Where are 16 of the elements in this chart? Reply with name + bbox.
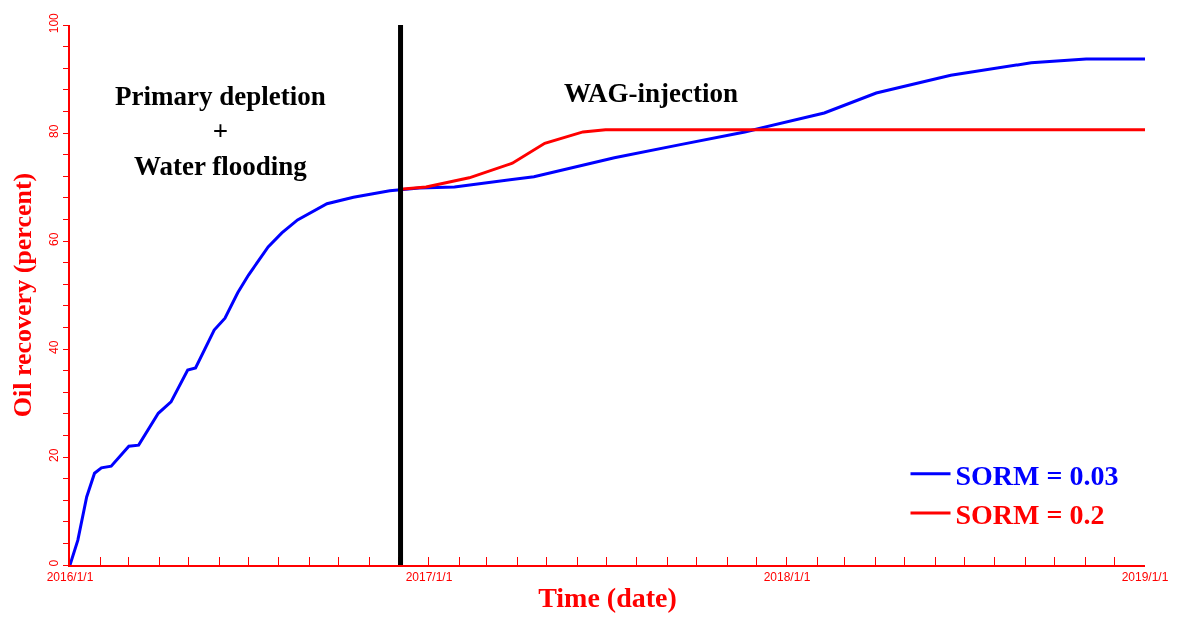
y-tick-label: 80 — [47, 124, 62, 138]
y-tick-label: 60 — [47, 232, 62, 246]
x-axis-title: Time (date) — [538, 582, 677, 613]
y-axis-title: Oil recovery (percent) — [8, 172, 38, 418]
annotation: Primary depletion + Water flooding — [115, 81, 326, 182]
y-tick-label: 0 — [47, 559, 62, 567]
x-tick-label: 2017/1/1 — [405, 570, 453, 585]
legend-label: SORM = 0.03 — [955, 459, 1119, 491]
x-tick-label: 2016/1/1 — [46, 570, 94, 585]
y-tick-label: 40 — [47, 340, 62, 354]
annotation: WAG-injection — [564, 78, 738, 108]
x-tick-label: 2019/1/1 — [1121, 570, 1169, 585]
y-tick-label: 100 — [47, 12, 62, 34]
legend-label: SORM = 0.2 — [955, 499, 1105, 531]
x-tick-label: 2018/1/1 — [763, 570, 811, 585]
y-tick-label: 20 — [47, 448, 62, 462]
